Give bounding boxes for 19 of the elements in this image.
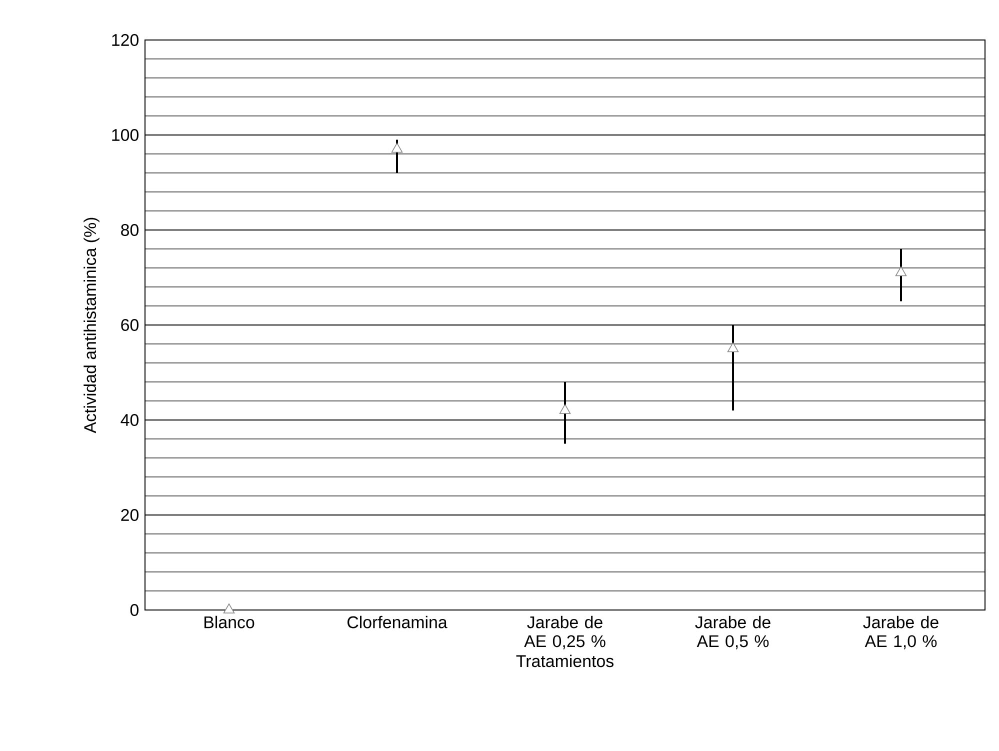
y-tick-label: 60 bbox=[121, 318, 139, 331]
x-tick-label: Jarabe de AE 0,25 % bbox=[524, 616, 606, 650]
x-tick-label: Jarabe de AE 0,5 % bbox=[695, 616, 770, 650]
point bbox=[559, 404, 571, 414]
x-tick-label: Blanco bbox=[204, 616, 254, 628]
point bbox=[391, 142, 403, 153]
point bbox=[895, 266, 907, 276]
y-tick-label: 120 bbox=[112, 34, 139, 46]
y-tick-label: 80 bbox=[121, 224, 139, 236]
y-tick-label: 40 bbox=[120, 414, 139, 426]
x-axis-title: Tratamientos bbox=[516, 654, 614, 668]
y-tick-label: 0 bbox=[130, 604, 139, 616]
y-tick-label: 100 bbox=[112, 128, 139, 141]
point bbox=[727, 342, 739, 352]
point bbox=[223, 604, 235, 614]
x-tick-label: Clorfenamina bbox=[348, 616, 448, 628]
y-axis-title: Actividad antihistaminica (%) bbox=[84, 218, 100, 434]
x-tick-label: Jarabe de AE 1,0 % bbox=[863, 616, 938, 650]
y-tick-label: 20 bbox=[121, 508, 139, 521]
